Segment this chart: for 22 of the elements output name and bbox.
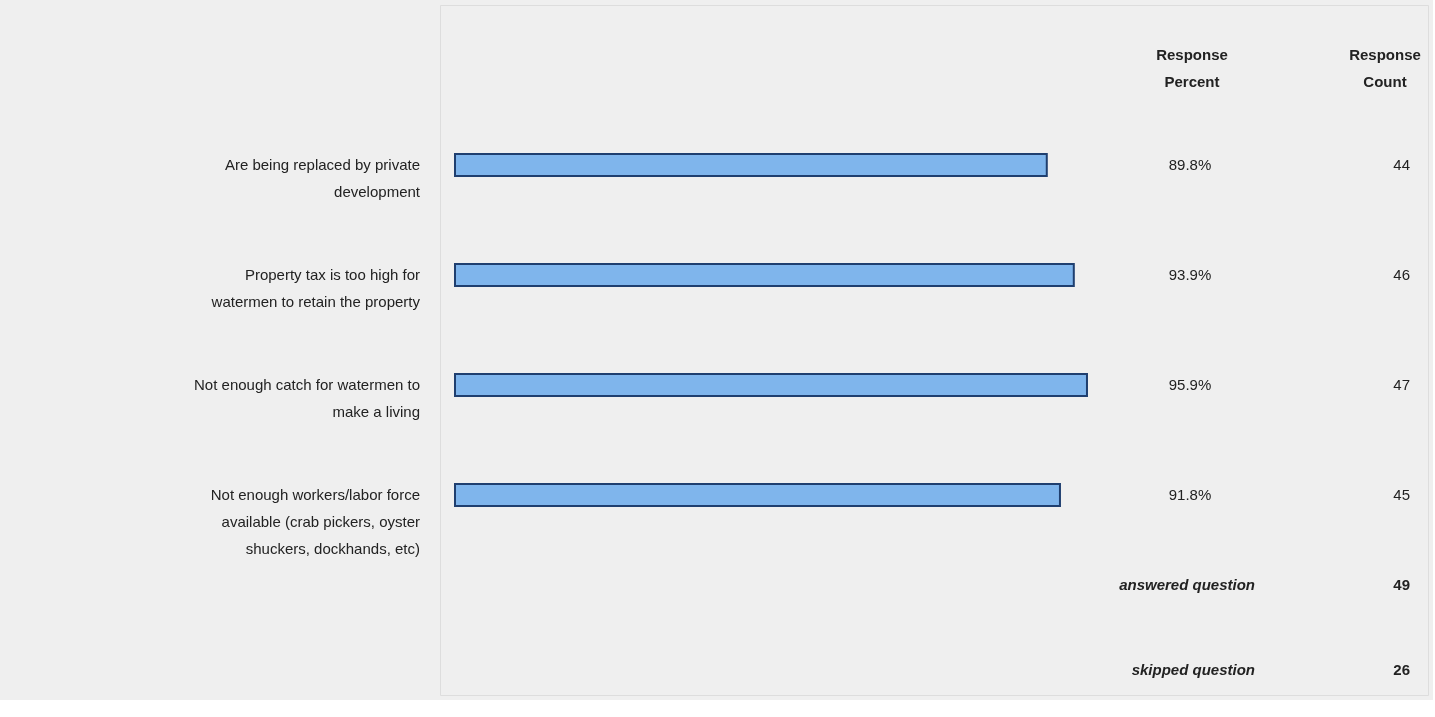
data-label: 93.9% [1168, 266, 1212, 283]
text: Response Count [1349, 46, 1421, 90]
y-tick-label: Not enough workers/labor force available (crab pickers, oyster shuckers, dockhands, etc) [210, 486, 420, 557]
bar [454, 373, 1088, 397]
text: 49 [1393, 576, 1410, 593]
text: 45 [1393, 486, 1410, 503]
text: skipped question [1131, 661, 1255, 678]
text: 46 [1393, 266, 1410, 283]
data-label: 91.8% [1168, 486, 1212, 503]
text: 26 [1393, 661, 1410, 678]
y-tick-label: Are being replaced by private development [224, 156, 421, 200]
bar [454, 263, 1075, 287]
y-tick-label: Not enough catch for watermen to make a living [194, 376, 420, 420]
data-label: 89.8% [1168, 156, 1212, 173]
bar [454, 483, 1061, 507]
text: 47 [1393, 376, 1410, 393]
data-label: 95.9% [1168, 376, 1212, 393]
text: Response Percent [1156, 46, 1228, 90]
y-tick-label: Property tax is too high for watermen to retain the property [210, 266, 421, 310]
text: 44 [1393, 156, 1410, 173]
bar [454, 153, 1048, 177]
text: answered question [1119, 576, 1255, 593]
